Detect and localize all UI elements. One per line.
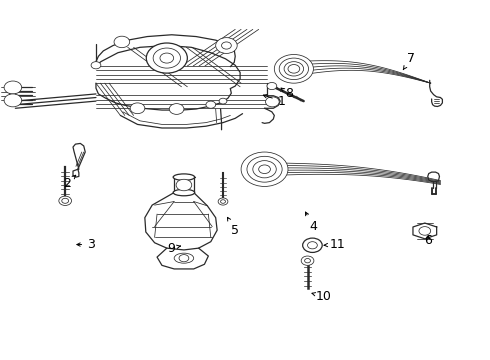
Ellipse shape <box>173 189 195 196</box>
Circle shape <box>279 58 309 80</box>
Circle shape <box>176 179 192 191</box>
Circle shape <box>221 42 231 49</box>
Circle shape <box>91 62 101 69</box>
Circle shape <box>160 53 173 63</box>
Circle shape <box>288 64 300 73</box>
Circle shape <box>216 38 237 53</box>
Circle shape <box>59 196 72 206</box>
Circle shape <box>284 62 304 76</box>
Circle shape <box>4 81 22 94</box>
Circle shape <box>130 103 145 114</box>
Text: 1: 1 <box>263 95 286 108</box>
Circle shape <box>4 94 22 107</box>
Text: 4: 4 <box>305 212 318 233</box>
Text: 8: 8 <box>281 87 293 100</box>
Circle shape <box>266 97 279 107</box>
Circle shape <box>169 104 184 114</box>
Circle shape <box>114 36 130 48</box>
Circle shape <box>274 54 314 83</box>
Circle shape <box>301 256 314 265</box>
Circle shape <box>62 198 69 203</box>
Circle shape <box>267 82 277 90</box>
Circle shape <box>303 238 322 252</box>
Text: 6: 6 <box>424 234 432 247</box>
Circle shape <box>305 258 311 263</box>
Text: 9: 9 <box>167 242 180 255</box>
Circle shape <box>220 200 225 203</box>
Circle shape <box>219 98 227 104</box>
Text: 2: 2 <box>63 175 76 190</box>
Circle shape <box>206 101 216 108</box>
Text: 7: 7 <box>403 51 415 70</box>
Text: 3: 3 <box>77 238 95 251</box>
Ellipse shape <box>174 253 194 263</box>
Circle shape <box>241 152 288 186</box>
Circle shape <box>259 165 270 174</box>
Circle shape <box>218 198 228 205</box>
Circle shape <box>308 242 318 249</box>
Circle shape <box>153 48 180 68</box>
Circle shape <box>179 255 189 262</box>
Text: 5: 5 <box>227 217 239 237</box>
Text: 11: 11 <box>324 238 346 251</box>
Ellipse shape <box>173 174 195 180</box>
Text: 10: 10 <box>312 290 331 303</box>
Circle shape <box>147 43 187 73</box>
Circle shape <box>247 156 282 182</box>
Circle shape <box>419 226 431 235</box>
Circle shape <box>253 161 276 178</box>
